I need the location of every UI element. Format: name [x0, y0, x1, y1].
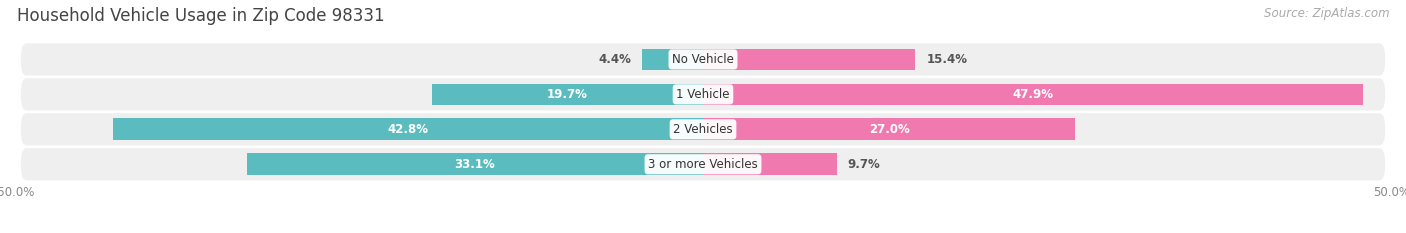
- FancyBboxPatch shape: [21, 78, 1385, 110]
- Text: Source: ZipAtlas.com: Source: ZipAtlas.com: [1264, 7, 1389, 20]
- Text: 15.4%: 15.4%: [927, 53, 967, 66]
- Bar: [643, 49, 703, 70]
- Bar: [432, 83, 703, 105]
- Text: 33.1%: 33.1%: [454, 158, 495, 171]
- Text: 3 or more Vehicles: 3 or more Vehicles: [648, 158, 758, 171]
- FancyBboxPatch shape: [21, 148, 1385, 180]
- Bar: [703, 83, 1362, 105]
- Bar: [703, 49, 915, 70]
- Text: 27.0%: 27.0%: [869, 123, 910, 136]
- Bar: [114, 118, 703, 140]
- Text: No Vehicle: No Vehicle: [672, 53, 734, 66]
- Bar: [703, 118, 1076, 140]
- Text: Household Vehicle Usage in Zip Code 98331: Household Vehicle Usage in Zip Code 9833…: [17, 7, 384, 25]
- Text: 4.4%: 4.4%: [599, 53, 631, 66]
- Text: 47.9%: 47.9%: [1012, 88, 1053, 101]
- FancyBboxPatch shape: [21, 113, 1385, 145]
- Bar: [703, 153, 837, 175]
- Text: 42.8%: 42.8%: [388, 123, 429, 136]
- Text: 19.7%: 19.7%: [547, 88, 588, 101]
- Text: 2 Vehicles: 2 Vehicles: [673, 123, 733, 136]
- Text: 1 Vehicle: 1 Vehicle: [676, 88, 730, 101]
- Bar: [247, 153, 703, 175]
- FancyBboxPatch shape: [21, 43, 1385, 75]
- Text: 9.7%: 9.7%: [848, 158, 880, 171]
